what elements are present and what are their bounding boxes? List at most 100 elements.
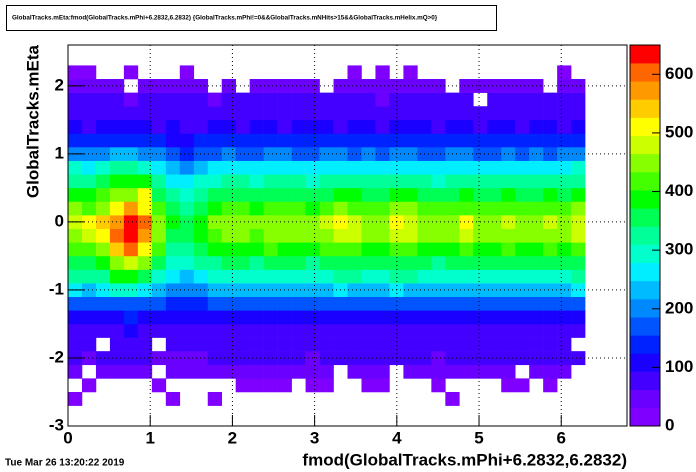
cell [361, 255, 376, 270]
color-band [630, 371, 660, 391]
cells [68, 65, 586, 406]
cell [221, 133, 236, 148]
cell [319, 119, 334, 134]
cell [137, 323, 153, 338]
cell [277, 160, 292, 175]
cell [193, 228, 209, 243]
cell [473, 323, 488, 338]
cell [291, 201, 306, 216]
cell [305, 187, 320, 202]
cell [445, 119, 460, 134]
cell [207, 323, 223, 338]
cell [151, 174, 167, 189]
cell [207, 119, 223, 134]
cell [501, 255, 516, 270]
cell [571, 351, 586, 366]
cell [207, 310, 223, 325]
cell [515, 242, 530, 257]
cell [151, 79, 167, 93]
cell [137, 160, 153, 175]
cell [459, 323, 474, 338]
cell [403, 79, 418, 93]
cell [375, 79, 390, 93]
cell [81, 79, 97, 93]
cell [515, 160, 530, 175]
cell [291, 79, 306, 93]
cell [263, 106, 278, 121]
cell [487, 228, 502, 243]
cell [459, 215, 474, 229]
cell [501, 242, 516, 257]
cell [543, 133, 558, 148]
cell [445, 160, 460, 175]
cell [319, 283, 334, 298]
cell [305, 92, 320, 107]
cell [68, 65, 83, 80]
cell [543, 378, 558, 393]
cell [445, 133, 460, 148]
cell [207, 283, 223, 298]
cell [403, 242, 418, 257]
cell [361, 269, 376, 284]
cell [487, 310, 502, 325]
cell [249, 228, 264, 243]
cell [123, 187, 139, 202]
cell [333, 269, 348, 284]
cell [515, 310, 530, 325]
cell [347, 310, 362, 325]
cell [347, 242, 362, 257]
cell [305, 255, 320, 270]
cell [165, 228, 181, 243]
cell [81, 187, 97, 202]
cell [459, 133, 474, 148]
cell [109, 174, 125, 189]
cell [95, 215, 111, 229]
cell [347, 255, 362, 270]
cell [417, 269, 432, 284]
cell [431, 79, 446, 93]
cell [305, 269, 320, 284]
cell [571, 79, 586, 93]
cell [165, 187, 181, 202]
cell [501, 160, 516, 175]
cell [431, 174, 446, 189]
cell [179, 201, 195, 216]
cell [487, 215, 502, 229]
cell [515, 296, 530, 311]
cell [319, 323, 334, 338]
cell [431, 351, 446, 366]
cell [291, 310, 306, 325]
cell [305, 106, 320, 121]
y-axis-label: GlobalTracks.mEta [23, 44, 42, 198]
cell [375, 364, 390, 379]
cell [375, 174, 390, 189]
cell [557, 255, 572, 270]
cell [487, 269, 502, 284]
cell [277, 201, 292, 216]
cell [123, 65, 139, 80]
cell [403, 65, 418, 80]
cell [445, 242, 460, 257]
cell [459, 242, 474, 257]
cell [361, 296, 376, 311]
cell [473, 201, 488, 216]
cell [571, 269, 586, 284]
cell [529, 269, 544, 284]
cell [95, 119, 111, 134]
cell [445, 337, 460, 352]
cell [459, 79, 474, 93]
cell [291, 269, 306, 284]
cell [123, 106, 139, 121]
cell [347, 106, 362, 121]
cell [333, 323, 348, 338]
cell [137, 242, 153, 257]
color-band [630, 208, 660, 227]
cell [375, 65, 390, 80]
cell [263, 79, 278, 93]
color-band [630, 172, 660, 191]
z-tick-label: 500 [665, 122, 693, 141]
cell [95, 283, 111, 298]
cell [68, 323, 83, 338]
cell [347, 351, 362, 366]
